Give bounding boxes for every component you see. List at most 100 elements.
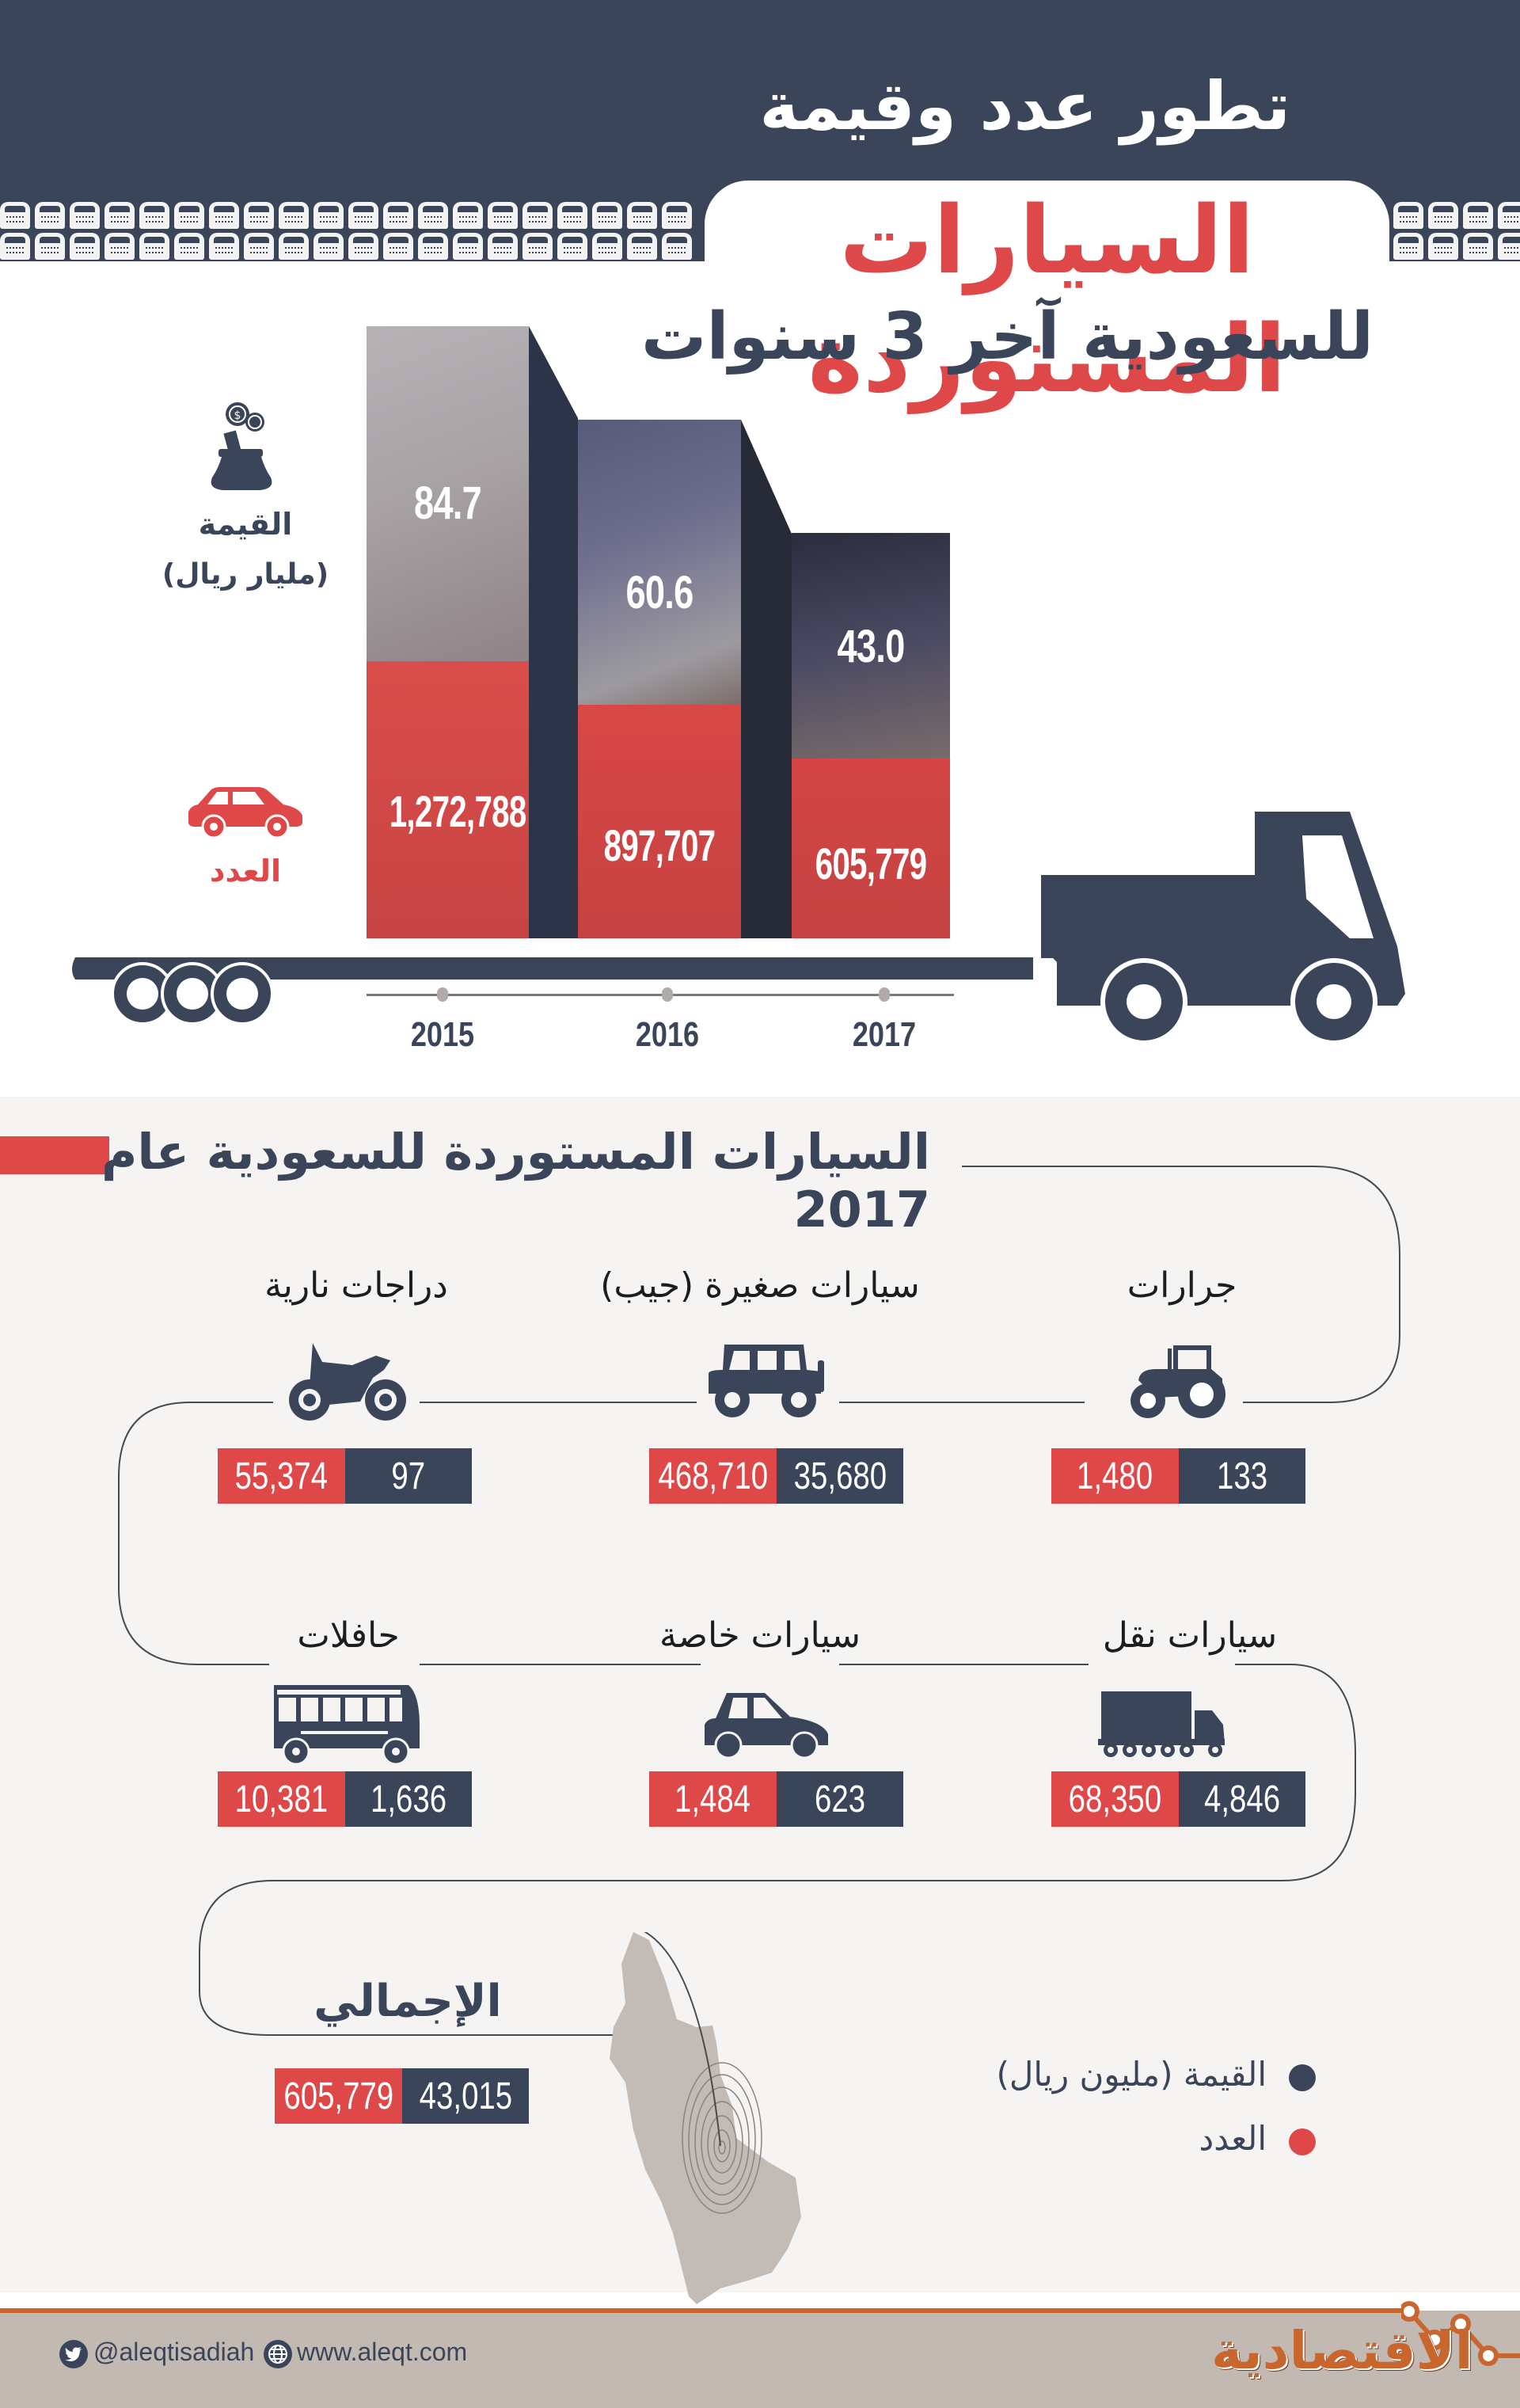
- mini-car-icon: [35, 202, 65, 229]
- trucks-values: 68,350 4,846: [1051, 1771, 1305, 1827]
- mini-car-icon: [488, 233, 518, 260]
- car-pattern-right: [1393, 202, 1520, 261]
- brand-chart-icon: [1401, 2301, 1520, 2366]
- year-label-2017: 2017: [852, 1015, 917, 1054]
- private-car-icon: [697, 1687, 835, 1762]
- buses-values: 10,381 1,636: [218, 1771, 472, 1827]
- svg-text:$: $: [234, 409, 241, 422]
- mini-car-icon: [104, 233, 135, 260]
- legend-value-text: القيمة (مليون ريال): [996, 2055, 1267, 2094]
- mini-car-icon: [418, 233, 448, 260]
- mini-car-icon: [592, 233, 622, 260]
- mini-car-icon: [279, 202, 309, 229]
- buses-count: 10,381: [234, 1778, 329, 1820]
- tick-2016: [662, 987, 673, 1002]
- bar-count-2016: 897,707: [603, 820, 716, 870]
- mini-car-icon: [70, 233, 100, 260]
- trucks-count: 68,350: [1068, 1778, 1162, 1820]
- private-cars-count: 1,484: [674, 1778, 751, 1820]
- mini-car-icon: [0, 202, 30, 229]
- bar-2015: 84.7 1,272,788: [367, 326, 529, 938]
- motorcycles-value: 97: [391, 1455, 426, 1497]
- mini-car-icon: [348, 202, 378, 229]
- motorcycles-count: 55,374: [234, 1455, 329, 1497]
- mini-car-icon: [314, 233, 344, 260]
- mini-car-icon: [557, 202, 587, 229]
- tractors-values: 1,480 133: [1051, 1448, 1305, 1504]
- motorcycle-icon: [277, 1338, 420, 1425]
- mini-car-icon: [209, 233, 239, 260]
- mini-car-icon: [104, 202, 135, 229]
- bar-count-2017: 605,779: [815, 839, 927, 888]
- mini-car-icon: [488, 202, 518, 229]
- mini-car-icon: [1428, 202, 1458, 229]
- legend-value-label: القيمة: [198, 507, 293, 542]
- flatbed-truck-illustration: [67, 804, 1437, 1045]
- bar-side-2015: [529, 326, 578, 938]
- mini-car-icon: [1393, 202, 1423, 229]
- twitter-icon[interactable]: [59, 2340, 88, 2368]
- bar-2016: 60.6 897,707: [578, 420, 741, 938]
- private-cars-values: 1,484 623: [649, 1771, 903, 1827]
- label-private-cars: سيارات خاصة: [659, 1615, 861, 1656]
- label-jeeps: سيارات صغيرة (جيب): [600, 1265, 920, 1306]
- mini-car-icon: [662, 233, 692, 260]
- truck-icon: [1089, 1687, 1235, 1762]
- mini-car-icon: [627, 233, 657, 260]
- trucks-value: 4,846: [1203, 1778, 1281, 1820]
- mini-car-icon: [383, 233, 413, 260]
- legend-count-text: العدد: [1199, 2119, 1267, 2158]
- mini-car-icon: [244, 202, 274, 229]
- title-line-2: السيارات المستوردة: [808, 185, 1286, 413]
- mini-car-icon: [1498, 233, 1520, 260]
- mini-car-icon: [1393, 233, 1423, 260]
- legend-value-unit: (مليار ريال): [162, 558, 329, 591]
- total-label: الإجمالي: [314, 1976, 502, 2027]
- mini-car-icon: [279, 233, 309, 260]
- website-link[interactable]: www.aleqt.com: [297, 2338, 468, 2366]
- label-buses: حافلات: [297, 1615, 400, 1656]
- title-line-3: للسعودية آخر 3 سنوات: [641, 299, 1374, 375]
- year-axis: [367, 994, 954, 996]
- jeeps-value: 35,680: [793, 1455, 887, 1497]
- legend-count-dot: [1289, 2128, 1316, 2155]
- private-cars-value: 623: [814, 1778, 866, 1820]
- label-trucks: سيارات نقل: [1102, 1615, 1278, 1656]
- mini-car-icon: [627, 202, 657, 229]
- total-count: 605,779: [283, 2075, 393, 2117]
- mini-car-icon: [0, 233, 30, 260]
- mini-car-icon: [174, 233, 204, 260]
- twitter-handle[interactable]: @aleqtisadiah: [93, 2338, 255, 2366]
- mini-car-icon: [348, 233, 378, 260]
- mini-car-icon: [209, 202, 239, 229]
- year-label-2016: 2016: [635, 1015, 700, 1054]
- connector-path: [118, 1166, 1400, 2111]
- bar-2017: 43.0 605,779: [792, 533, 950, 938]
- mini-car-icon: [662, 202, 692, 229]
- mini-car-icon: [174, 202, 204, 229]
- total-values: 605,779 43,015: [275, 2068, 529, 2124]
- mini-car-icon: [1463, 202, 1493, 229]
- bar-value-2017: 43.0: [837, 621, 906, 672]
- label-motorcycles: دراجات نارية: [264, 1265, 448, 1306]
- tractor-icon: [1116, 1342, 1243, 1421]
- jeeps-count: 468,710: [658, 1455, 768, 1497]
- motorcycles-values: 55,374 97: [218, 1448, 472, 1504]
- tractors-count: 1,480: [1077, 1455, 1153, 1497]
- brand-logo: الاقتصادية: [1211, 2320, 1473, 2381]
- label-tractors: جرارات: [1127, 1265, 1237, 1306]
- saudi-map: [610, 1932, 801, 2304]
- mini-car-icon: [314, 202, 344, 229]
- legend-count-label: العدد: [209, 854, 282, 888]
- section-accent-bar: [0, 1136, 109, 1174]
- jeep-icon: [697, 1338, 839, 1425]
- mini-car-icon: [70, 202, 100, 229]
- bar-value-2016: 60.6: [625, 567, 694, 618]
- car-icon: [182, 784, 309, 839]
- tick-2015: [437, 987, 448, 1002]
- mini-car-icon: [35, 233, 65, 260]
- mini-car-icon: [453, 233, 483, 260]
- car-pattern-left: [0, 202, 697, 261]
- mini-car-icon: [244, 233, 274, 260]
- footer: [0, 2311, 1520, 2408]
